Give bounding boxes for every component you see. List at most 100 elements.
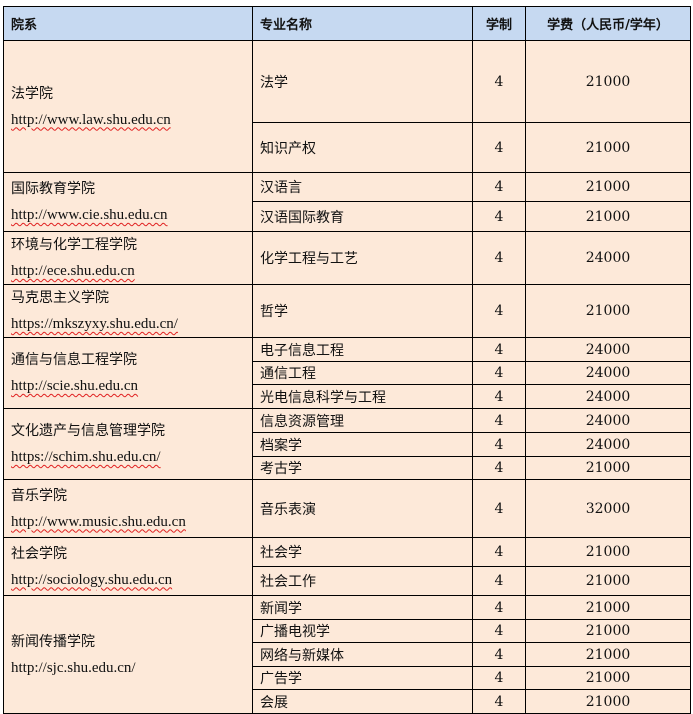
years: 4 (472, 384, 526, 409)
major-name: 广告学 (252, 666, 473, 690)
department-url[interactable]: http://ece.shu.edu.cn (11, 263, 135, 279)
table-row: 网络与新媒体 4 21000 (4, 642, 691, 667)
table-row: 音乐学院 http://www.music.shu.edu.cn 音乐表演 4 3200… (3, 479, 691, 538)
major-name: 新闻学 (252, 595, 473, 620)
fee: 21000 (525, 566, 691, 596)
fee: 21000 (525, 537, 691, 567)
department-cell: 新闻传播学院 http://sjc.shu.edu.cn/ (3, 595, 253, 714)
major-name: 档案学 (252, 432, 473, 457)
fee: 24000 (525, 408, 691, 433)
years: 4 (472, 432, 526, 457)
header-department: 院系 (3, 6, 253, 41)
fee: 24000 (525, 231, 691, 285)
department-cell: 法学院 http://www.law.shu.edu.cn (3, 40, 253, 173)
department-url[interactable]: http://www.music.shu.edu.cn (11, 513, 186, 530)
header-years: 学制 (472, 6, 526, 41)
years: 4 (472, 566, 526, 596)
department-cell: 通信与信息工程学院 http://scie.shu.edu.cn (3, 337, 253, 409)
table-row: 法学院 http://www.law.shu.edu.cn 法学 4 21000 (3, 40, 691, 173)
major-name: 考古学 (252, 456, 473, 480)
header-major: 专业名称 (252, 6, 473, 41)
tuition-table: 院系 专业名称 学制 学费（人民币/学年） 法学院 http://www.law.… (3, 6, 691, 714)
table-row: 新闻传播学院 http://sjc.shu.edu.cn/新闻学 4 21000 (3, 595, 691, 714)
department-url[interactable]: https://schim.shu.edu.cn/ (11, 449, 161, 465)
major-name: 光电信息科学与工程 (252, 384, 473, 409)
major-name: 汉语国际教育 (252, 201, 473, 232)
years: 4 (472, 172, 526, 202)
years: 4 (472, 361, 526, 385)
major-name: 电子信息工程 (252, 337, 473, 362)
department-name: 国际教育学院 (11, 181, 95, 197)
fee: 21000 (525, 595, 691, 620)
table-row: 国际教育学院 http://www.cie.shu.edu.cn 汉语言 4 21000 (3, 172, 691, 232)
fee: 21000 (525, 619, 691, 643)
department-url[interactable]: http://sociology.shu.edu.cn (11, 571, 173, 588)
department-cell: 社会学院 http://sociology.shu.edu.cn (3, 537, 253, 596)
fee: 24000 (525, 384, 691, 409)
fee: 21000 (525, 172, 691, 202)
department-name: 社会学院 (11, 545, 67, 562)
years: 4 (472, 595, 526, 620)
years: 4 (472, 337, 526, 362)
years: 4 (472, 666, 526, 690)
years: 4 (472, 479, 526, 538)
fee: 21000 (525, 456, 691, 480)
years: 4 (472, 537, 526, 567)
department-url[interactable]: https://mkszyxy.shu.edu.cn/ (11, 316, 178, 332)
years: 4 (472, 408, 526, 433)
years: 4 (472, 284, 526, 338)
department-name: 环境与化学工程学院 (11, 237, 137, 253)
major-name: 通信工程 (252, 361, 473, 385)
years: 4 (472, 642, 526, 667)
department-name: 音乐学院 (11, 487, 67, 504)
table-row: 社会工作 4 21000 (4, 566, 691, 596)
header-row: 院系 专业名称 学制 学费（人民币/学年） (3, 6, 691, 41)
major-name: 社会工作 (252, 566, 473, 596)
table-row: 环境与化学工程学院 http://ece.shu.edu.cn 化学工程与工艺 4 24… (3, 231, 691, 285)
table-row: 汉语国际教育 4 21000 (4, 201, 691, 232)
department-url[interactable]: http://www.law.shu.edu.cn (11, 111, 171, 128)
table-row: 马克思主义学院 https://mkszyxy.shu.edu.cn/哲学 4 210… (3, 284, 691, 338)
department-cell: 国际教育学院 http://www.cie.shu.edu.cn (3, 172, 253, 232)
table-row: 通信与信息工程学院 http://scie.shu.edu.cn 电子信息工程 4 24… (3, 337, 691, 409)
department-name: 通信与信息工程学院 (11, 352, 137, 368)
department-cell: 音乐学院 http://www.music.shu.edu.cn (3, 479, 253, 538)
years: 4 (472, 231, 526, 285)
major-name: 广播电视学 (252, 619, 473, 643)
major-name: 哲学 (252, 284, 473, 338)
years: 4 (472, 619, 526, 643)
table-row: 广播电视学 4 21000 (4, 619, 691, 643)
major-name: 化学工程与工艺 (252, 231, 473, 285)
major-name: 社会学 (252, 537, 473, 567)
department-url[interactable]: http://www.cie.shu.edu.cn (11, 207, 168, 223)
fee: 21000 (525, 666, 691, 690)
department-cell: 环境与化学工程学院 http://ece.shu.edu.cn (3, 231, 253, 285)
years: 4 (472, 456, 526, 480)
header-fee: 学费（人民币/学年） (525, 6, 691, 41)
table-row: 通信工程 4 24000 (4, 361, 691, 385)
department-name: 新闻传播学院 (11, 633, 95, 650)
table-row: 广告学 4 21000 (4, 666, 691, 690)
department-name: 文化遗产与信息管理学院 (11, 423, 165, 439)
table-row: 文化遗产与信息管理学院 https://schim.shu.edu.cn/信息资源… (3, 408, 691, 480)
department-cell: 文化遗产与信息管理学院 https://schim.shu.edu.cn/ (3, 408, 253, 480)
fee: 21000 (525, 642, 691, 667)
fee: 24000 (525, 361, 691, 385)
major-name: 法学 (252, 40, 473, 123)
fee: 21000 (525, 122, 691, 173)
department-url[interactable]: http://scie.shu.edu.cn (11, 378, 139, 394)
department-url[interactable]: http://sjc.shu.edu.cn/ (11, 659, 136, 676)
department-name: 法学院 (11, 85, 53, 102)
years: 4 (472, 40, 526, 123)
table-row: 社会学院 http://sociology.shu.edu.cn 社会学 4 21000 (3, 537, 691, 596)
major-name: 网络与新媒体 (252, 642, 473, 667)
years: 4 (472, 201, 526, 232)
fee: 24000 (525, 337, 691, 362)
major-name: 音乐表演 (252, 479, 473, 538)
major-name: 知识产权 (252, 122, 473, 173)
table-row: 知识产权 4 21000 (4, 122, 691, 173)
department-name: 马克思主义学院 (11, 290, 109, 306)
fee: 21000 (525, 40, 691, 123)
major-name: 汉语言 (252, 172, 473, 202)
department-cell: 马克思主义学院 https://mkszyxy.shu.edu.cn/ (3, 284, 253, 338)
